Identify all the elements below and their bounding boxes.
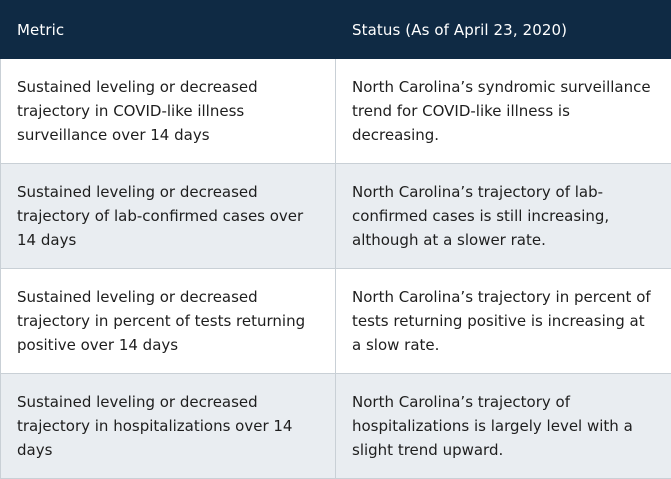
table-row: Sustained leveling or decreased trajecto…: [0, 268, 671, 374]
metric-cell: Sustained leveling or decreased trajecto…: [0, 58, 336, 164]
metric-cell: Sustained leveling or decreased trajecto…: [0, 163, 336, 269]
metric-cell: Sustained leveling or decreased trajecto…: [0, 268, 336, 374]
header-status: Status (As of April 23, 2020): [335, 0, 671, 59]
table-row: Sustained leveling or decreased trajecto…: [0, 58, 671, 164]
status-cell: North Carolina’s trajectory of hospitali…: [335, 373, 671, 479]
header-metric: Metric: [0, 0, 336, 59]
status-cell: North Carolina’s syndromic surveillance …: [335, 58, 671, 164]
header-row: Metric Status (As of April 23, 2020): [0, 0, 671, 59]
table-body: Sustained leveling or decreased trajecto…: [0, 58, 671, 479]
metric-cell: Sustained leveling or decreased trajecto…: [0, 373, 336, 479]
status-cell: North Carolina’s trajectory of lab-confi…: [335, 163, 671, 269]
table-header: Metric Status (As of April 23, 2020): [0, 0, 671, 59]
status-cell: North Carolina’s trajectory in percent o…: [335, 268, 671, 374]
table-row: Sustained leveling or decreased trajecto…: [0, 373, 671, 479]
table-row: Sustained leveling or decreased trajecto…: [0, 163, 671, 269]
